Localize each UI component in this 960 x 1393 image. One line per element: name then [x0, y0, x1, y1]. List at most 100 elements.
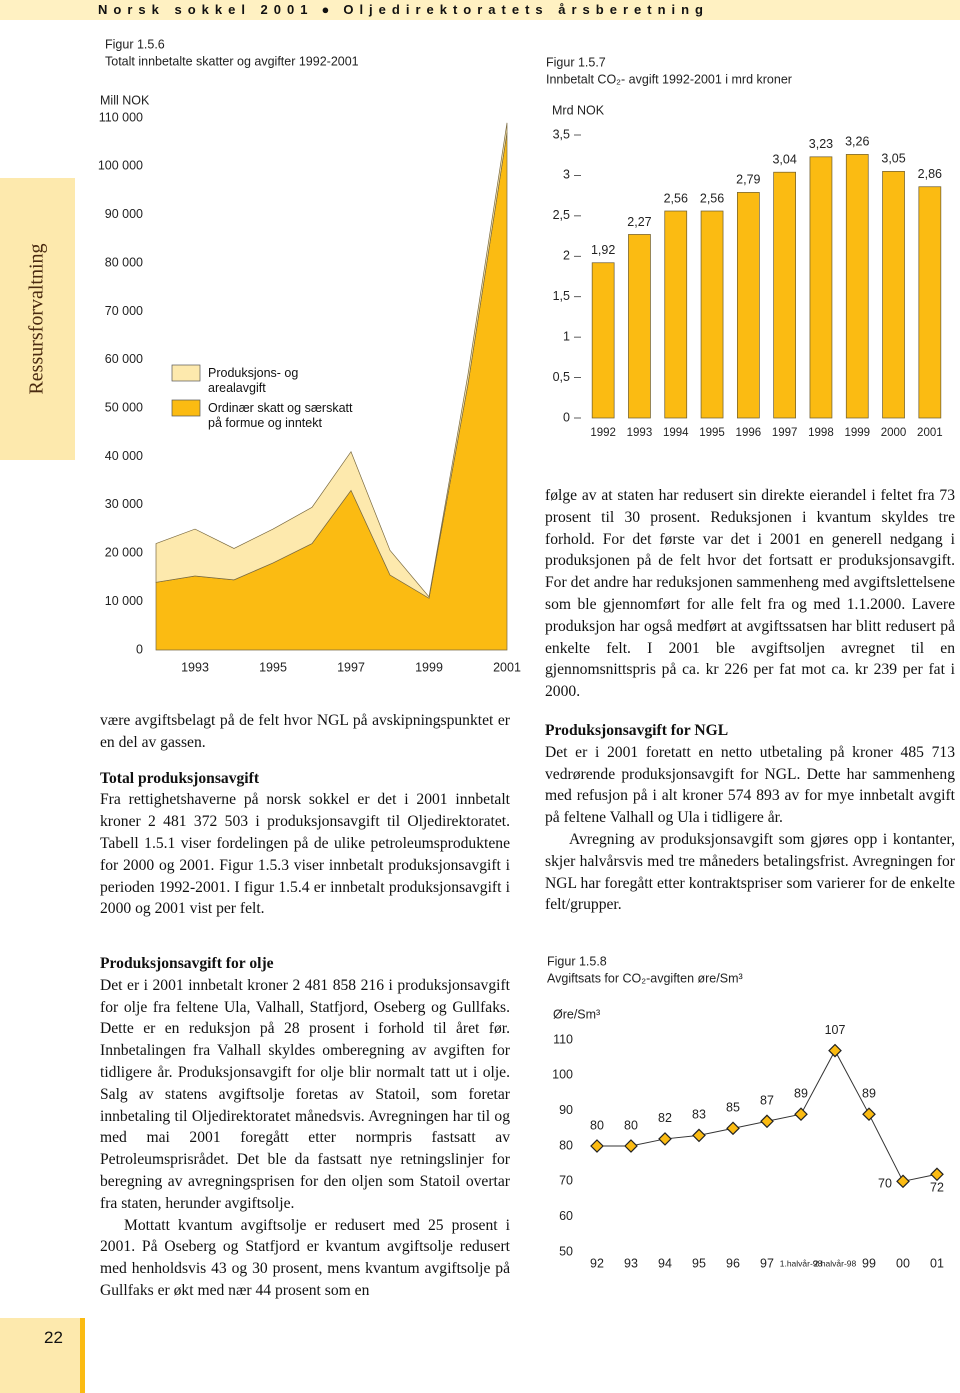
x-tick-label: 1995	[259, 660, 287, 674]
page-number-box: 22	[0, 1318, 85, 1393]
x-tick-label: 93	[624, 1256, 638, 1270]
value-label: 89	[794, 1086, 808, 1100]
x-tick-label: 1995	[699, 427, 725, 439]
point	[794, 1107, 808, 1122]
area	[155, 122, 508, 599]
point	[760, 1114, 774, 1129]
paragraph: Avregning av produksjonsavgift som gjøre…	[545, 830, 955, 914]
text-column: følge av at staten har redusert sin dire…	[545, 485, 955, 703]
y-tick-label: 60	[559, 1209, 573, 1223]
paragraph: Det er i 2001 innbetalt kroner 2 481 858…	[100, 976, 510, 1212]
bar	[773, 171, 797, 419]
y-tick-label: 50 000	[105, 400, 143, 414]
y-tick-label: 50	[559, 1244, 573, 1258]
y-tick-label: 70	[559, 1174, 573, 1188]
value-label: 72	[930, 1181, 944, 1195]
page-number: 22	[44, 1328, 63, 1347]
x-tick-label: 99	[862, 1256, 876, 1270]
point	[658, 1132, 672, 1146]
value-label: 3,26	[845, 135, 869, 149]
x-tick-label: 00	[896, 1256, 910, 1270]
running-header: Norsk sokkel 2001 ● Oljedirektoratets årsb…	[0, 0, 960, 20]
x-tick-label: 95	[692, 1256, 706, 1270]
y-tick-label: 110 000	[99, 110, 143, 124]
y-tick-label: 0	[136, 642, 143, 656]
heading: Total produksjonsavgift	[100, 769, 260, 787]
x-tick-label: 1998	[808, 427, 834, 439]
y-tick-label: 0	[563, 410, 570, 424]
x-tick-label: 94	[658, 1256, 672, 1270]
y-tick-label: 1	[563, 329, 570, 343]
legend-label: Ordinær skatt og særskatt på formue og i…	[208, 401, 353, 430]
y-tick-label: 2	[563, 249, 570, 263]
bar	[628, 234, 651, 419]
x-tick-label: 97	[760, 1256, 774, 1270]
y-tick-label: 70 000	[105, 304, 143, 318]
value-label: 1,92	[591, 243, 615, 257]
paragraph: Fra rettighetshaverne på norsk sokkel er…	[100, 791, 510, 918]
y-tick-label: 10 000	[105, 594, 143, 608]
point	[692, 1128, 706, 1143]
value-label: 85	[726, 1101, 740, 1115]
text-column: Produksjonsavgift for NGL Det er i 2001 …	[545, 706, 955, 916]
point	[862, 1107, 876, 1122]
x-tick-label: 2001	[493, 660, 521, 674]
x-tick-label: 1999	[844, 427, 870, 439]
x-tick-label: 2000	[881, 427, 907, 439]
heading: Produksjonsavgift for NGL	[545, 722, 729, 739]
legend-swatch	[171, 399, 201, 417]
value-label: 2,56	[700, 191, 724, 205]
y-tick-label: 90	[559, 1103, 573, 1117]
x-tick-label: 96	[726, 1256, 740, 1270]
y-tick-label: 60 000	[105, 352, 143, 366]
y-tick-label: 110	[553, 1032, 573, 1046]
chart-title: Avgiftsats for CO₂-avgiften øre/Sm³	[547, 971, 743, 985]
chart-title: Innbetalt CO₂- avgift 1992-2001 i mrd kr…	[546, 72, 792, 86]
bar	[882, 171, 905, 419]
x-tick-label: 1999	[415, 660, 443, 674]
point	[828, 1043, 842, 1058]
x-tick-label: 1994	[663, 427, 689, 439]
x-tick-label: 1993	[181, 660, 209, 674]
value-label: 3,04	[772, 152, 796, 166]
bar	[736, 192, 760, 419]
text-column: være avgiftsbelagt på de felt hvor NGL p…	[100, 710, 510, 920]
x-tick-label: 1996	[736, 427, 762, 439]
y-tick-label: 100 000	[98, 159, 143, 173]
paragraph: Mottatt kvantum avgiftsolje er redusert …	[100, 1216, 510, 1299]
y-tick-label: 0,5	[553, 370, 570, 384]
figure-label: Figur 1.5.8	[547, 954, 607, 968]
bar	[809, 156, 833, 419]
point	[896, 1174, 910, 1189]
value-label: 3,23	[809, 137, 833, 151]
legend-swatch	[171, 364, 201, 382]
header-right: Oljedirektoratets årsberetning	[343, 2, 709, 17]
value-label: 83	[692, 1108, 706, 1122]
y-tick-label: 80	[559, 1138, 573, 1152]
point	[624, 1139, 638, 1153]
value-label: 3,05	[881, 152, 905, 166]
y-tick-label: 100	[552, 1068, 573, 1082]
bar	[700, 210, 724, 419]
value-label: 107	[825, 1023, 846, 1037]
y-tick-label: 30 000	[105, 497, 143, 511]
y-axis-title: Mill NOK	[100, 93, 150, 107]
y-tick-label: 40 000	[105, 449, 143, 463]
legend-label: Produksjons- og arealavgift	[208, 366, 299, 395]
y-tick-label: 20 000	[105, 546, 143, 560]
x-tick-label: 1997	[337, 660, 365, 674]
chart-title: Totalt innbetalte skatter og avgifter 19…	[105, 54, 359, 68]
y-tick-label: 90 000	[105, 207, 143, 221]
x-tick-label: 1.halvår-98	[780, 1258, 823, 1268]
value-label: 82	[658, 1111, 672, 1125]
y-tick-label: 2,5	[553, 208, 570, 222]
figure-label: Figur 1.5.6	[105, 37, 165, 51]
x-tick-label: 1992	[590, 427, 616, 439]
value-label: 80	[624, 1118, 638, 1132]
section-tab: Ressursforvaltning	[0, 178, 75, 460]
y-tick-label: 3,5	[553, 127, 570, 141]
y-tick-label: 1,5	[553, 289, 570, 303]
value-label: 2,79	[736, 173, 760, 187]
value-label: 2,86	[918, 167, 942, 181]
